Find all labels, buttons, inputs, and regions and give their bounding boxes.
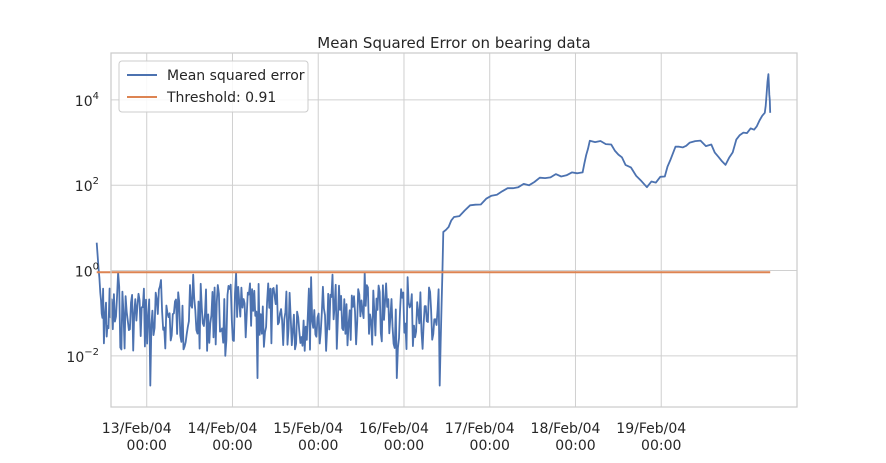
- x-tick-label-time: 00:00: [298, 438, 338, 454]
- y-tick-base: 10: [75, 179, 93, 195]
- y-tick-exponent: 4: [93, 91, 99, 102]
- x-tick-label-date: 18/Feb/04: [531, 421, 601, 437]
- x-tick-label-time: 00:00: [470, 438, 510, 454]
- x-tick-label-date: 15/Feb/04: [273, 421, 343, 437]
- x-axis: 13/Feb/0400:0014/Feb/0400:0015/Feb/0400:…: [102, 421, 686, 454]
- y-tick-base: 10: [75, 265, 93, 281]
- series-line-mse: [95, 73, 772, 387]
- x-tick-label-time: 00:00: [127, 438, 167, 454]
- legend: Mean squared error Threshold: 0.91: [118, 60, 309, 113]
- y-tick-exponent: 0: [93, 262, 99, 273]
- x-tick-label-date: 13/Feb/04: [102, 421, 172, 437]
- x-tick-label-time: 00:00: [555, 438, 595, 454]
- y-tick-base: 10: [75, 94, 93, 110]
- y-tick-label: 104: [75, 91, 99, 110]
- y-tick-exponent: 2: [93, 176, 99, 187]
- legend-label-threshold: Threshold: 0.91: [166, 90, 276, 106]
- x-tick-label-time: 00:00: [212, 438, 252, 454]
- x-tick-label-time: 00:00: [384, 438, 424, 454]
- series-layer: [95, 73, 772, 387]
- y-tick-base: 10: [66, 350, 84, 366]
- x-tick-label-date: 19/Feb/04: [616, 421, 686, 437]
- legend-box: [118, 60, 309, 113]
- y-tick-label: 102: [75, 176, 99, 195]
- chart-title: Mean Squared Error on bearing data: [317, 34, 590, 52]
- y-tick-label: 100: [75, 262, 99, 281]
- plot-frame: [110, 52, 798, 408]
- x-tick-label-date: 17/Feb/04: [445, 421, 515, 437]
- legend-label-mse: Mean squared error: [167, 68, 305, 84]
- y-tick-label: 10−2: [66, 347, 99, 366]
- x-tick-label-time: 00:00: [641, 438, 681, 454]
- y-tick-exponent: −2: [84, 347, 99, 358]
- x-tick-label-date: 14/Feb/04: [188, 421, 258, 437]
- x-tick-label-date: 16/Feb/04: [359, 421, 429, 437]
